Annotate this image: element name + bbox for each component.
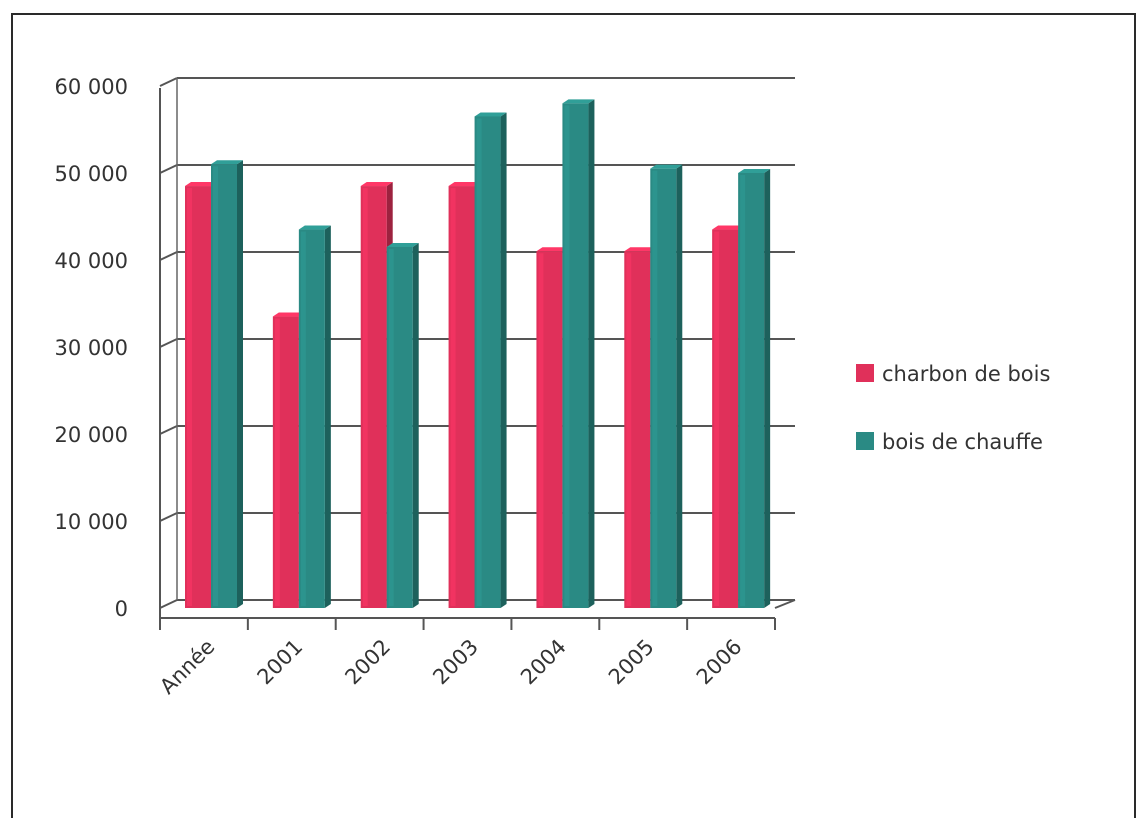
x-tick-label: 2002 bbox=[340, 635, 395, 690]
bar-top bbox=[185, 182, 217, 187]
bar-highlight bbox=[187, 188, 192, 607]
bar-side bbox=[676, 164, 683, 608]
x-tick-label: 2004 bbox=[516, 635, 571, 690]
x-tick-label: 2003 bbox=[428, 635, 483, 690]
bar-top bbox=[474, 112, 507, 117]
gridline-wall bbox=[159, 251, 178, 261]
bar[interactable] bbox=[650, 164, 683, 608]
bar-highlight bbox=[274, 318, 280, 606]
bar-top bbox=[298, 225, 331, 230]
x-tick-label: Année bbox=[155, 635, 219, 699]
legend-item[interactable]: charbon de bois bbox=[856, 362, 1050, 386]
gridline-wall bbox=[159, 599, 178, 609]
gridline-wall bbox=[159, 338, 178, 348]
bar-top bbox=[448, 182, 481, 187]
y-tick-label: 20 000 bbox=[55, 423, 128, 447]
bar-side bbox=[500, 112, 507, 608]
bar-top bbox=[536, 247, 569, 252]
legend-swatch bbox=[856, 432, 874, 450]
y-tick-label: 10 000 bbox=[55, 510, 128, 534]
bar-side bbox=[237, 160, 243, 609]
y-tick-label: 40 000 bbox=[55, 249, 128, 273]
bar-top bbox=[624, 247, 657, 252]
y-tick-label: 60 000 bbox=[55, 75, 128, 99]
bar-top bbox=[360, 182, 393, 187]
y-tick-label: 30 000 bbox=[55, 336, 128, 360]
legend-label: charbon de bois bbox=[882, 362, 1050, 386]
bar-top bbox=[386, 242, 419, 247]
bar-highlight bbox=[362, 188, 368, 607]
bar-top bbox=[650, 164, 683, 169]
bar-highlight bbox=[300, 231, 306, 607]
bar[interactable] bbox=[298, 225, 331, 609]
bar[interactable] bbox=[211, 160, 243, 609]
bar[interactable] bbox=[562, 99, 595, 609]
bar-highlight bbox=[714, 231, 720, 607]
legend-item[interactable]: bois de chauffe bbox=[856, 430, 1043, 454]
x-tick-label: 2001 bbox=[253, 635, 308, 690]
bar-top bbox=[712, 225, 745, 230]
bar-highlight bbox=[476, 118, 482, 606]
legend-swatch bbox=[856, 364, 874, 382]
bar-top bbox=[211, 160, 243, 165]
bar-highlight bbox=[740, 175, 746, 606]
bar-top bbox=[272, 312, 305, 317]
bar-side bbox=[764, 169, 771, 608]
bar[interactable] bbox=[360, 182, 393, 609]
bar[interactable] bbox=[738, 169, 771, 608]
bar-highlight bbox=[538, 253, 544, 607]
bar-side bbox=[324, 225, 331, 609]
bar-top bbox=[562, 99, 595, 104]
bar-side bbox=[588, 99, 595, 609]
gridline-wall bbox=[159, 164, 178, 174]
legend-label: bois de chauffe bbox=[882, 430, 1043, 454]
floor-right-edge bbox=[774, 599, 796, 609]
bar[interactable] bbox=[386, 242, 419, 608]
gridline-wall bbox=[159, 77, 178, 87]
bar-side bbox=[412, 242, 419, 608]
x-tick-label: 2005 bbox=[604, 635, 659, 690]
bar[interactable] bbox=[474, 112, 507, 608]
gridline-wall bbox=[159, 425, 178, 435]
bar-top bbox=[738, 169, 771, 173]
bar-highlight bbox=[626, 253, 632, 607]
bar-highlight bbox=[213, 166, 218, 607]
x-tick-label: 2006 bbox=[692, 635, 747, 690]
bar-highlight bbox=[564, 105, 570, 607]
bar-highlight bbox=[450, 188, 456, 607]
gridline-wall bbox=[159, 512, 178, 522]
y-tick-label: 0 bbox=[115, 597, 128, 621]
y-tick-label: 50 000 bbox=[55, 162, 128, 186]
bar-highlight bbox=[652, 170, 658, 606]
bar-highlight bbox=[388, 248, 394, 606]
